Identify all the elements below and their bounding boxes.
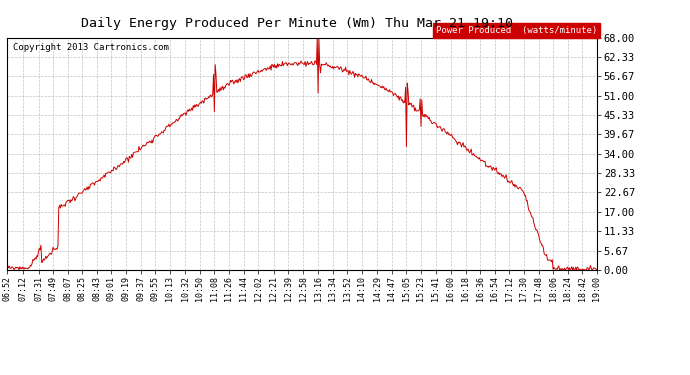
Text: Copyright 2013 Cartronics.com: Copyright 2013 Cartronics.com	[13, 44, 168, 52]
Text: Power Produced  (watts/minute): Power Produced (watts/minute)	[435, 26, 597, 35]
Text: Daily Energy Produced Per Minute (Wm) Thu Mar 21 19:10: Daily Energy Produced Per Minute (Wm) Th…	[81, 17, 513, 30]
